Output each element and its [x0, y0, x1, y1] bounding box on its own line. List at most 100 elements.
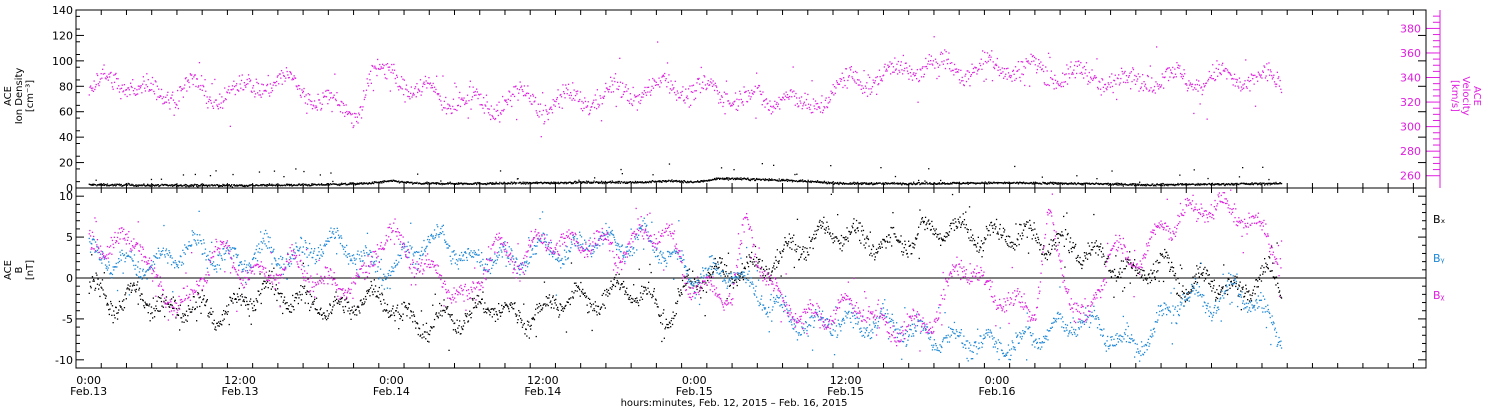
bx-point — [100, 286, 102, 288]
velocity-point — [487, 112, 490, 114]
velocity-point — [1117, 77, 1119, 80]
bx-point — [444, 311, 446, 313]
velocity-point — [1112, 91, 1114, 94]
velocity-point — [964, 75, 966, 77]
velocity-point — [316, 106, 318, 108]
velocity-point — [132, 90, 135, 92]
bx-point — [708, 272, 711, 274]
bx-point — [773, 262, 775, 264]
bx-point — [387, 312, 389, 314]
density-point — [454, 183, 456, 185]
velocity-point — [125, 89, 127, 91]
velocity-point — [1104, 83, 1106, 86]
velocity-point — [1163, 76, 1165, 79]
velocity-point — [357, 122, 359, 124]
velocity-point — [1180, 76, 1182, 78]
bx-point — [309, 309, 311, 312]
velocity-point — [1070, 61, 1072, 63]
density-point — [338, 183, 340, 185]
bx-point — [378, 286, 380, 289]
bx-point — [357, 305, 359, 307]
density-point — [904, 183, 906, 186]
density-point — [842, 183, 844, 185]
density-point — [754, 179, 756, 182]
bx-point — [514, 302, 516, 304]
velocity-point — [407, 95, 409, 98]
bx-point — [419, 335, 421, 337]
density-point — [795, 180, 797, 182]
velocity-point — [573, 89, 575, 91]
bx-point — [287, 308, 289, 310]
bx-point — [338, 301, 340, 303]
velocity-point — [758, 85, 761, 87]
density-point — [996, 181, 998, 184]
density-point — [1140, 184, 1142, 187]
bx-point — [630, 301, 632, 304]
bx-point — [93, 280, 95, 282]
velocity-point — [747, 90, 749, 92]
velocity-point — [1077, 60, 1079, 63]
bx-point — [817, 228, 819, 231]
density-point — [916, 183, 919, 185]
bx-point — [307, 302, 309, 305]
bx-point — [615, 274, 617, 276]
density-point — [379, 182, 381, 184]
bx-point — [242, 300, 244, 302]
density-point — [923, 183, 925, 185]
density-point — [232, 173, 234, 176]
velocity-point — [632, 86, 634, 89]
density-point — [1056, 183, 1058, 185]
velocity-point — [1042, 64, 1044, 66]
left-tick-label: 40 — [59, 131, 73, 144]
density-point — [550, 181, 552, 183]
density-point — [950, 182, 952, 184]
velocity-point — [530, 103, 532, 105]
density-point — [260, 184, 262, 186]
velocity-point — [512, 93, 514, 96]
velocity-point — [759, 90, 761, 92]
bx-point — [872, 245, 875, 248]
bx-point — [187, 305, 190, 307]
density-point — [128, 183, 131, 185]
velocity-point — [209, 96, 211, 98]
density-point — [1141, 184, 1143, 186]
density-point — [541, 183, 544, 185]
bx-point — [400, 315, 402, 317]
density-point — [1103, 183, 1105, 185]
velocity-point — [838, 83, 840, 85]
velocity-point — [1098, 80, 1100, 82]
density-point — [413, 182, 416, 184]
bx-point — [390, 314, 392, 316]
velocity-point — [1124, 70, 1126, 73]
bx-point — [506, 305, 509, 307]
density-point — [1162, 183, 1165, 185]
bx-point — [833, 237, 835, 239]
bx-point — [583, 292, 585, 294]
bx-point — [765, 265, 767, 268]
velocity-point — [1156, 83, 1158, 85]
density-point — [106, 183, 109, 185]
bx-point — [657, 306, 659, 308]
density-point — [1252, 184, 1254, 186]
velocity-point — [1017, 70, 1019, 72]
density-point — [350, 182, 352, 184]
bx-point — [191, 308, 193, 311]
bx-point — [796, 248, 798, 250]
velocity-point — [1250, 80, 1252, 82]
velocity-point — [674, 80, 676, 82]
density-point — [479, 182, 481, 184]
velocity-point — [412, 92, 415, 94]
bx-point — [546, 297, 549, 299]
velocity-point — [1020, 61, 1022, 63]
velocity-point — [1152, 89, 1154, 92]
density-point — [1161, 184, 1163, 187]
density-point — [571, 182, 573, 184]
velocity-point — [393, 63, 395, 66]
bx-point — [773, 265, 775, 267]
velocity-point — [532, 95, 535, 97]
velocity-point — [105, 78, 107, 80]
velocity-point — [457, 104, 459, 106]
density-point — [1234, 183, 1236, 185]
velocity-point — [376, 74, 378, 77]
bx-point — [238, 287, 240, 290]
